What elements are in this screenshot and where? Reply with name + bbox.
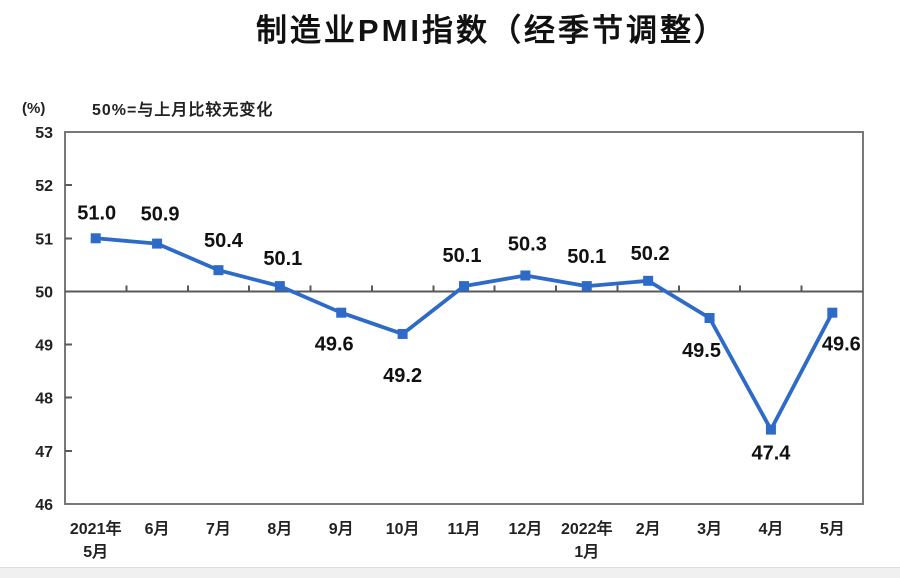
data-point-marker (274, 281, 285, 292)
y-axis-tick-label: 46 (35, 497, 53, 514)
data-point-marker (397, 328, 408, 339)
y-axis-tick-label: 53 (35, 125, 53, 142)
data-point-marker (827, 307, 838, 318)
y-axis-tick-label: 51 (35, 231, 53, 248)
x-axis-label: 4月 (758, 520, 783, 538)
y-axis-tick-label: 52 (35, 178, 53, 195)
data-label: 50.1 (263, 248, 302, 270)
chart-title: 制造业PMI指数（经季节调整） (255, 13, 729, 48)
x-axis-label: 3月 (697, 520, 722, 538)
data-label: 47.4 (751, 443, 791, 465)
x-axis-label: 5月 (820, 520, 845, 538)
data-point-marker (459, 281, 469, 292)
data-point-marker (643, 275, 654, 286)
page-bottom-strip (0, 567, 900, 578)
data-point-marker (704, 313, 715, 323)
data-point-marker (581, 281, 592, 292)
y-axis-tick-label: 49 (35, 338, 53, 355)
data-label: 50.4 (204, 230, 244, 252)
data-point-marker (90, 233, 101, 244)
data-label: 50.1 (443, 245, 482, 267)
data-point-marker (213, 265, 224, 276)
y-axis-tick-label: 48 (35, 391, 53, 408)
plot-frame (64, 131, 864, 505)
x-axis-label: 8月 (267, 520, 292, 538)
x-axis-label: 12月 (508, 520, 542, 538)
data-label: 49.5 (682, 340, 721, 362)
data-label: 51.0 (77, 202, 116, 224)
data-point-marker (152, 238, 163, 249)
data-point-marker (336, 307, 347, 318)
data-point-marker (520, 270, 531, 281)
x-axis-label: 2月 (636, 520, 661, 538)
y-axis-tick-label: 47 (35, 444, 53, 461)
data-label: 50.3 (508, 233, 547, 255)
data-label: 49.6 (315, 334, 354, 356)
y-axis-tick-label: 50 (35, 284, 53, 301)
x-axis-label: 2022年 (561, 519, 613, 538)
data-point-marker (765, 424, 776, 435)
x-axis-label: 7月 (206, 520, 231, 538)
reference-note: 50%=与上月比较无变化 (92, 102, 274, 119)
data-label: 49.2 (383, 365, 422, 387)
x-axis-label: 10月 (386, 520, 420, 538)
x-axis-label: 9月 (329, 520, 354, 538)
x-axis-label: 11月 (448, 520, 481, 538)
data-label: 50.9 (141, 204, 180, 226)
data-label: 50.1 (567, 246, 606, 268)
x-axis-label: 5月 (83, 543, 108, 561)
data-label: 49.6 (822, 334, 861, 356)
y-axis-unit-label: (%) (22, 100, 46, 117)
x-axis-label: 2021年 (70, 519, 122, 538)
x-axis-label: 6月 (145, 520, 170, 538)
data-label: 50.2 (631, 243, 670, 265)
x-axis-label: 1月 (574, 543, 599, 561)
